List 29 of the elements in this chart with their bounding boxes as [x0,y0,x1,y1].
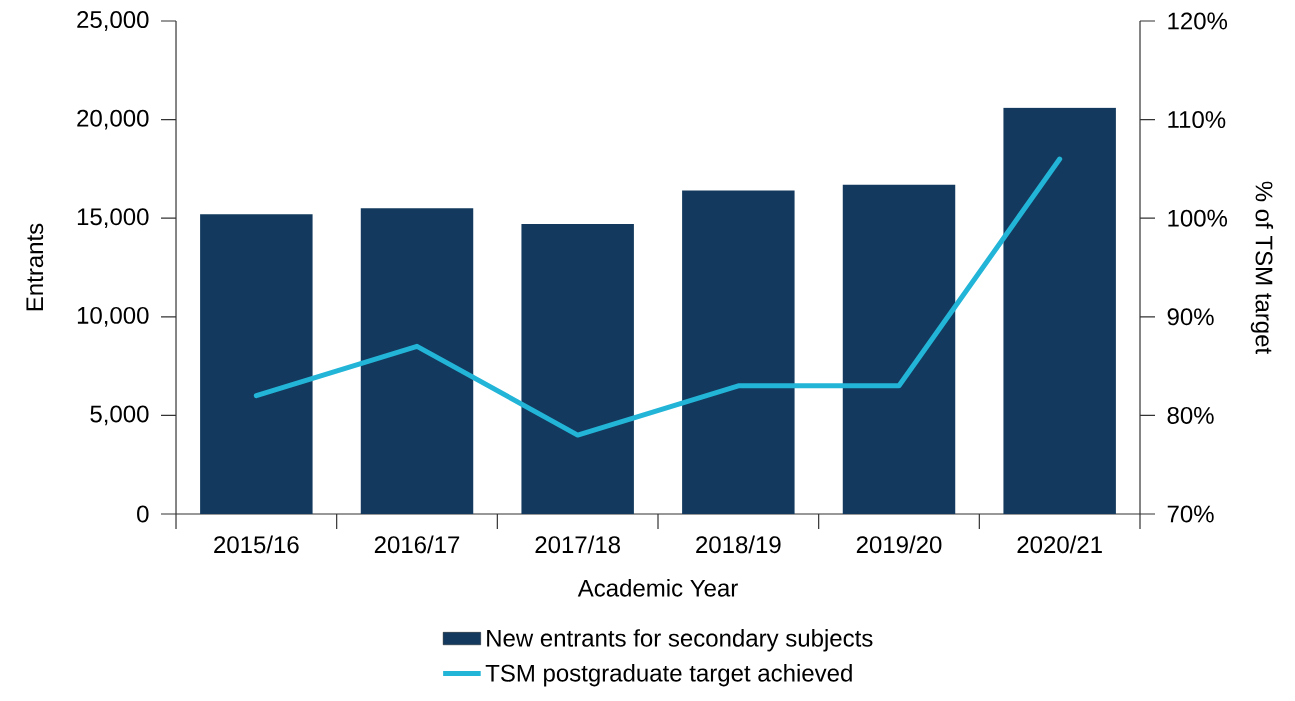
bar [682,190,795,514]
y2-tick-label: 90% [1167,308,1214,326]
y-tick-label: 0 [137,505,149,523]
x-tick-label: 2015/16 [214,535,299,554]
bar [360,208,474,514]
y2-axis-title: % of TSM target [1250,181,1274,354]
y-tick-label: 15,000 [77,208,149,229]
bar [521,224,634,514]
x-axis-title: Academic Year [577,579,738,597]
x-tick-label: 2016/17 [374,535,460,554]
bar [1003,107,1116,514]
y-tick-label: 5,000 [90,405,149,426]
bar [200,214,313,514]
y2-tick-label: 100% [1168,209,1228,227]
y2-tick-label: 80% [1167,406,1214,424]
y2-tick-label: 120% [1168,12,1228,30]
y-tick-label: 20,000 [77,109,149,130]
y2-tick-label: 70% [1167,505,1214,523]
legend-label: TSM postgraduate target achieved [485,664,852,687]
x-tick-label: 2018/19 [696,535,781,554]
legend-label: New entrants for secondary subjects [487,629,873,652]
x-tick-label: 2019/20 [856,535,942,554]
y2-tick-label: 110% [1168,111,1226,129]
x-tick-label: 2017/18 [535,535,620,554]
y-tick-label: 25,000 [77,11,149,31]
y-axis-title: Entrants [26,223,44,311]
y-tick-label: 10,000 [77,306,149,327]
bar [842,184,956,514]
x-tick-label: 2020/21 [1017,535,1102,554]
